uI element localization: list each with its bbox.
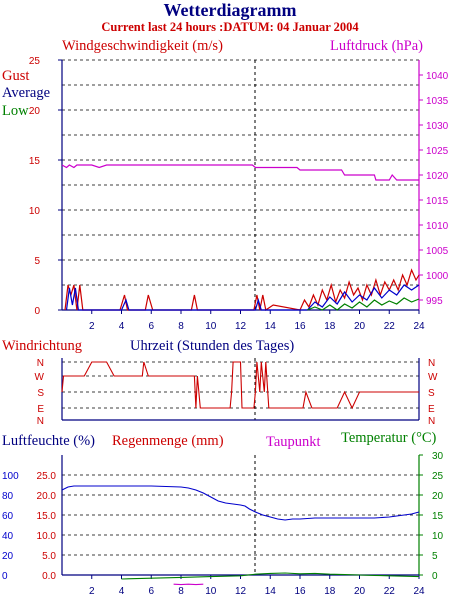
clim-x-tick-label: 6 [148, 586, 154, 597]
wind-y-tick-label: 20 [29, 106, 41, 117]
wind-x-tick-label: 4 [119, 321, 125, 332]
dir-left-tick-label: E [37, 404, 44, 415]
pressure-tick-label: 995 [426, 296, 443, 307]
dir-right-tick-label: W [428, 372, 438, 383]
pressure-tick-label: 1040 [426, 71, 449, 82]
temperature-series [121, 572, 420, 580]
temp-tick-label: 30 [432, 451, 444, 462]
dir-left-tick-label: N [37, 416, 44, 427]
pressure-tick-label: 1020 [426, 171, 449, 182]
humidity-tick-label: 20 [2, 551, 14, 562]
gust-series [64, 268, 420, 312]
pressure-tick-label: 1030 [426, 121, 449, 132]
wind-y-tick-label: 5 [34, 256, 40, 267]
wind-speed-label: Windgeschwindigkeit (m/s) [62, 38, 223, 54]
rain-tick-label: 5.0 [42, 551, 56, 562]
legend-low: Low [2, 103, 29, 119]
wind-x-tick-label: 6 [148, 321, 154, 332]
wind-y-tick-label: 25 [29, 56, 41, 67]
temp-tick-label: 25 [432, 471, 444, 482]
wind-x-tick-label: 20 [354, 321, 366, 332]
clim-x-tick-label: 18 [324, 586, 336, 597]
clim-x-tick-label: 12 [235, 586, 247, 597]
humidity-tick-label: 80 [2, 491, 14, 502]
wind-x-tick-label: 8 [178, 321, 184, 332]
dir-right-tick-label: S [428, 388, 435, 399]
page-subtitle: Current last 24 hours :DATUM: 04 Januar … [101, 20, 359, 34]
rain-tick-label: 15.0 [37, 511, 57, 522]
dir-left-tick-label: N [37, 358, 44, 369]
clim-x-tick-label: 2 [89, 586, 95, 597]
clim-x-tick-label: 8 [178, 586, 184, 597]
humidity-tick-label: 100 [2, 471, 19, 482]
clim-x-tick-label: 22 [384, 586, 396, 597]
dir-left-tick-label: W [35, 372, 45, 383]
temp-tick-label: 5 [432, 551, 438, 562]
rain-label: Regenmenge (mm) [112, 433, 224, 449]
rain-tick-label: 20.0 [37, 491, 57, 502]
climate-panel: 0 20 40 60 80 100 0.0 5.0 10.0 15.0 20.0 25.0 0 5 10… [2, 451, 444, 597]
low-series [307, 297, 420, 311]
pressure-tick-label: 1010 [426, 221, 449, 232]
wind-direction-series [61, 361, 419, 410]
clim-x-tick-label: 10 [205, 586, 217, 597]
average-series [65, 284, 420, 311]
dir-right-tick-label: N [428, 416, 435, 427]
humidity-series [61, 485, 420, 521]
clim-x-tick-label: 14 [265, 586, 277, 597]
pressure-tick-label: 1015 [426, 196, 449, 207]
clim-x-tick-label: 16 [294, 586, 306, 597]
wind-x-tick-label: 24 [413, 321, 425, 332]
humidity-tick-label: 0 [2, 571, 8, 582]
dir-right-tick-label: N [428, 358, 435, 369]
temp-tick-label: 0 [432, 571, 438, 582]
wind-x-tick-label: 22 [384, 321, 396, 332]
legend-average: Average [2, 85, 50, 101]
temp-tick-label: 20 [432, 491, 444, 502]
clim-x-tick-label: 4 [119, 586, 125, 597]
humidity-label: Luftfeuchte (%) [2, 433, 95, 449]
dir-right-tick-label: E [428, 404, 435, 415]
temp-tick-label: 15 [432, 511, 444, 522]
temperature-label: Temperatur (°C) [341, 430, 437, 446]
wind-y-tick-label: 15 [29, 156, 41, 167]
pressure-tick-label: 1035 [426, 96, 449, 107]
clim-x-tick-label: 20 [354, 586, 366, 597]
wind-x-tick-label: 12 [235, 321, 247, 332]
pressure-tick-label: 1025 [426, 146, 449, 157]
wind-x-tick-label: 16 [294, 321, 306, 332]
wind-gridlines [62, 59, 419, 286]
time-axis-label: Uhrzeit (Stunden des Tages) [130, 338, 294, 354]
legend-gust: Gust [2, 68, 29, 84]
humidity-tick-label: 60 [2, 511, 14, 522]
wind-x-tick-label: 14 [265, 321, 277, 332]
rain-tick-label: 10.0 [37, 531, 57, 542]
wind-y-tick-label: 10 [29, 206, 41, 217]
temp-tick-label: 10 [432, 531, 444, 542]
wind-x-tick-label: 10 [205, 321, 217, 332]
rain-tick-label: 25.0 [37, 471, 57, 482]
clim-x-tick-label: 24 [413, 586, 425, 597]
dir-left-tick-label: S [37, 388, 44, 399]
wind-y-tick-label: 0 [34, 306, 40, 317]
dewpoint-label: Taupunkt [266, 434, 321, 450]
rain-tick-label: 0.0 [42, 571, 56, 582]
pressure-series [61, 164, 419, 181]
wind-direction-label: Windrichtung [2, 338, 82, 354]
pressure-tick-label: 1000 [426, 271, 449, 282]
pressure-label: Luftdruck (hPa) [330, 38, 423, 54]
wind-x-tick-label: 2 [89, 321, 95, 332]
pressure-tick-label: 1005 [426, 246, 449, 257]
page-title: Wetterdiagramm [164, 0, 297, 20]
humidity-tick-label: 40 [2, 531, 14, 542]
wind-x-tick-label: 18 [324, 321, 336, 332]
